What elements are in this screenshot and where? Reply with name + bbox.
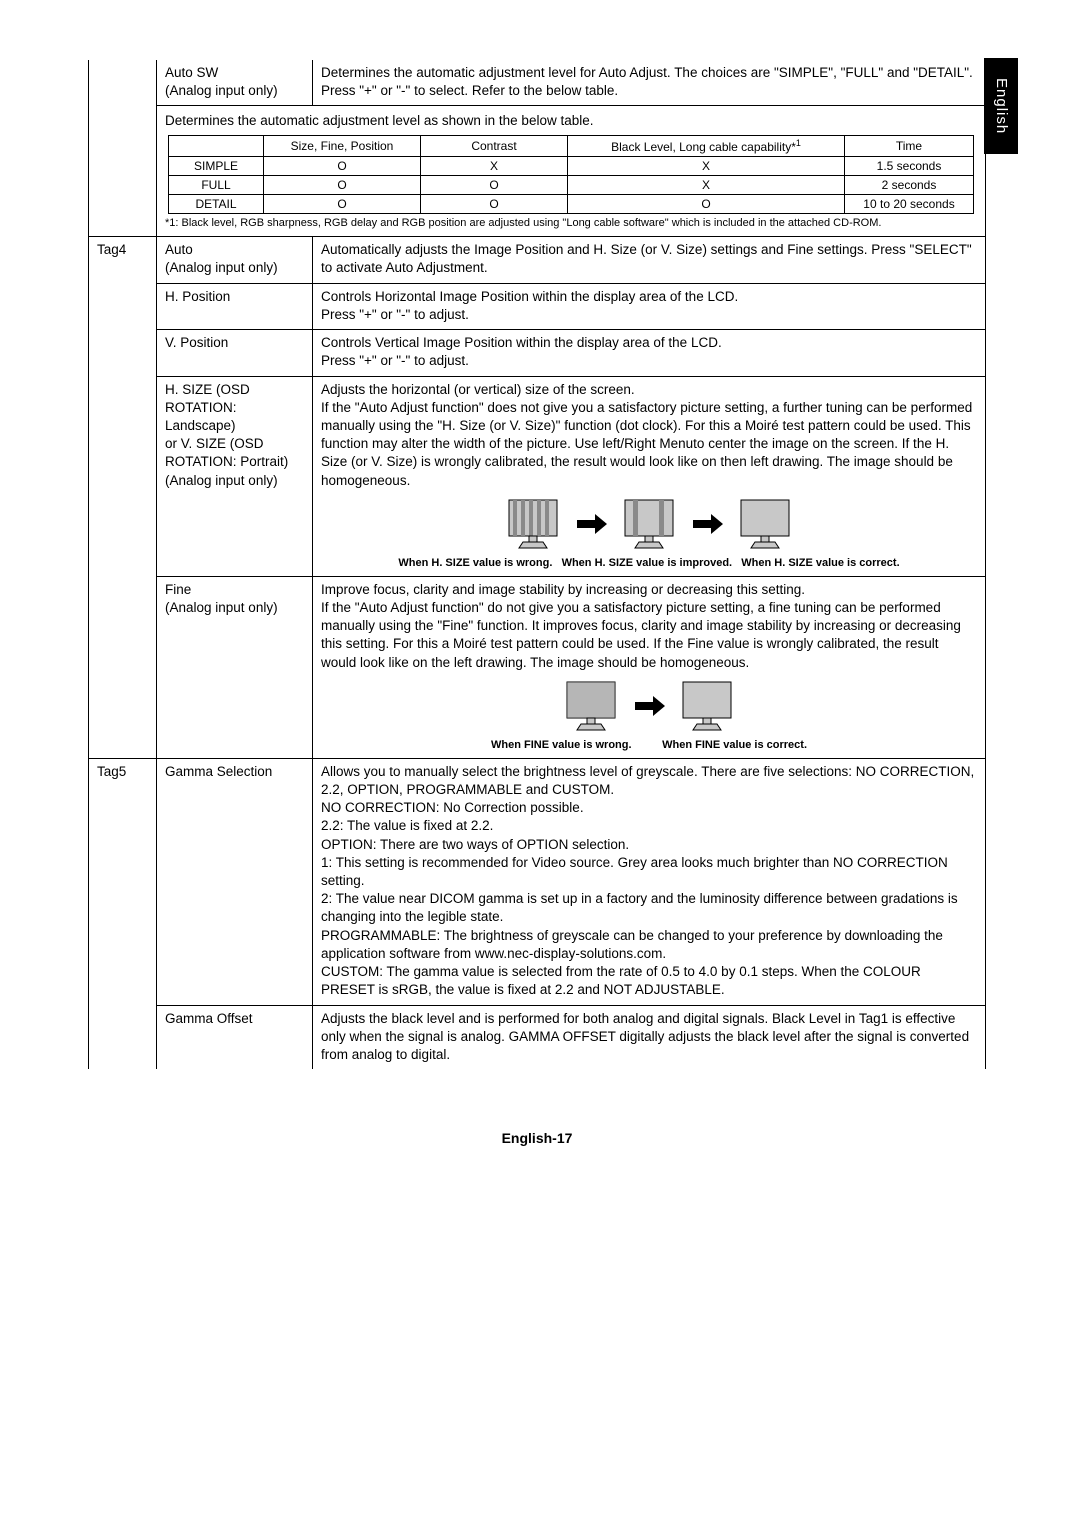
tag4-label: Tag4 (89, 237, 157, 758)
auto-sw-level-table: Size, Fine, Position Contrast Black Leve… (168, 135, 974, 215)
fine-text: Improve focus, clarity and image stabili… (321, 581, 977, 672)
tag-blank (89, 60, 157, 237)
th-blank (169, 135, 264, 156)
row-hpos-desc: Controls Horizontal Image Position withi… (313, 283, 986, 329)
row-vpos-name: V. Position (157, 330, 313, 376)
arrow-icon (691, 514, 723, 534)
th-black: Black Level, Long cable capability*1 (568, 135, 845, 156)
monitor-icon (619, 496, 679, 552)
row-hsize-name: H. SIZE (OSD ROTATION: Landscape) or V. … (157, 376, 313, 576)
row-gammaoff-name: Gamma Offset (157, 1005, 313, 1069)
hsize-text: Adjusts the horizontal (or vertical) siz… (321, 381, 977, 490)
monitor-icon (735, 496, 795, 552)
hsize-diagram (321, 496, 977, 552)
row-vpos-desc: Controls Vertical Image Position within … (313, 330, 986, 376)
row-gammasel-name: Gamma Selection (157, 758, 313, 1005)
row-fine-desc: Improve focus, clarity and image stabili… (313, 576, 986, 758)
table-row: SIMPLE O X X 1.5 seconds (169, 156, 974, 175)
fine-caption: When FINE value is wrong. When FINE valu… (321, 738, 977, 753)
arrow-icon (575, 514, 607, 534)
row-hpos-name: H. Position (157, 283, 313, 329)
table-row: DETAIL O O O 10 to 20 seconds (169, 195, 974, 214)
inner-intro: Determines the automatic adjustment leve… (165, 110, 977, 134)
th-sfp: Size, Fine, Position (264, 135, 421, 156)
row-autosw-desc: Determines the automatic adjustment leve… (313, 60, 986, 106)
row-gammaoff-desc: Adjusts the black level and is performed… (313, 1005, 986, 1069)
row-inner-table-cell: Determines the automatic adjustment leve… (157, 106, 986, 237)
inner-footnote: *1: Black level, RGB sharpness, RGB dela… (165, 216, 977, 231)
row-fine-name: Fine (Analog input only) (157, 576, 313, 758)
hsize-caption: When H. SIZE value is wrong. When H. SIZ… (321, 556, 977, 571)
fine-diagram (321, 678, 977, 734)
row-auto-name: Auto (Analog input only) (157, 237, 313, 283)
monitor-icon (677, 678, 737, 734)
side-tab-english: English (984, 58, 1018, 154)
table-row: FULL O O X 2 seconds (169, 176, 974, 195)
monitor-icon (561, 678, 621, 734)
spec-table: Auto SW (Analog input only) Determines t… (88, 60, 986, 1069)
th-contrast: Contrast (421, 135, 568, 156)
row-gammasel-desc: Allows you to manually select the bright… (313, 758, 986, 1005)
row-hsize-desc: Adjusts the horizontal (or vertical) siz… (313, 376, 986, 576)
page-footer: English-17 (88, 1129, 986, 1148)
arrow-icon (633, 696, 665, 716)
row-auto-desc: Automatically adjusts the Image Position… (313, 237, 986, 283)
th-time: Time (845, 135, 974, 156)
row-autosw-name: Auto SW (Analog input only) (157, 60, 313, 106)
monitor-icon (503, 496, 563, 552)
tag5-label: Tag5 (89, 758, 157, 1069)
